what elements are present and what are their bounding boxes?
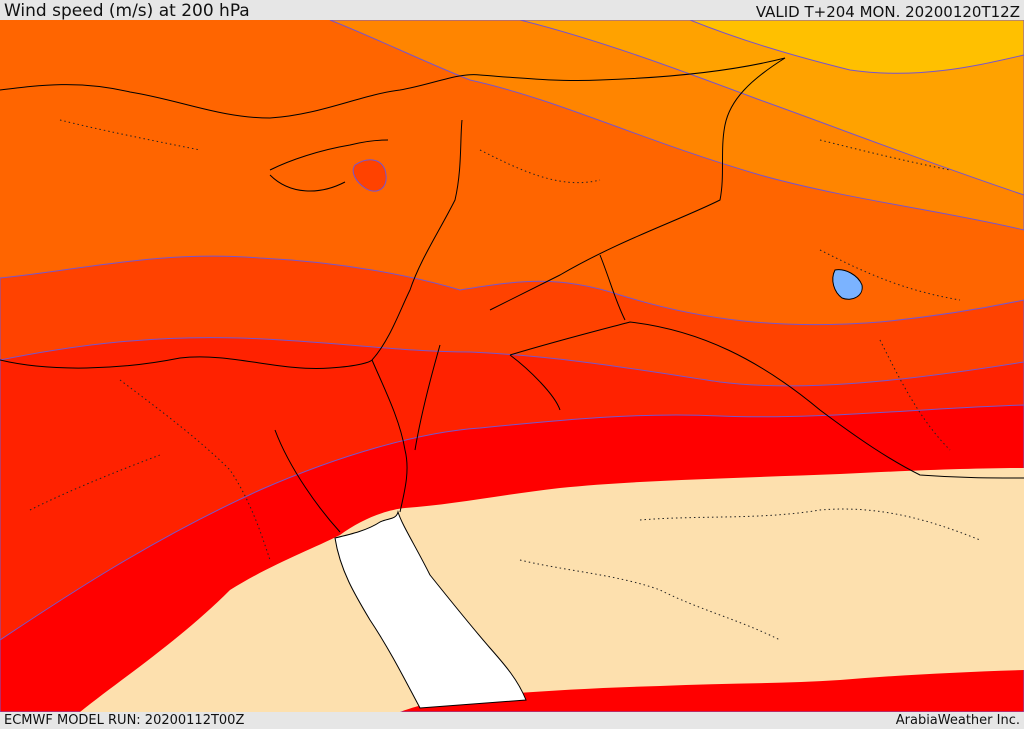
map-title: Wind speed (m/s) at 200 hPa [4, 1, 250, 21]
wind-speed-map[interactable] [0, 20, 1024, 712]
map-canvas [0, 20, 1024, 712]
coastlines [0, 57, 1024, 533]
model-run-label: ECMWF MODEL RUN: 20200112T00Z [4, 713, 245, 728]
band-yellow [689, 20, 1024, 74]
caspian-lake [832, 269, 863, 300]
cyprus-blob [352, 159, 387, 192]
header-bar: Wind speed (m/s) at 200 hPa VALID T+204 … [0, 0, 1024, 20]
credit-label: ArabiaWeather Inc. [895, 713, 1020, 728]
valid-time: VALID T+204 MON. 20200120T12Z [755, 3, 1020, 21]
admin-boundaries [29, 119, 981, 641]
red-sea [334, 510, 527, 709]
footer-bar: ECMWF MODEL RUN: 20200112T00Z ArabiaWeat… [0, 712, 1024, 729]
low-speed-region [80, 468, 1024, 712]
